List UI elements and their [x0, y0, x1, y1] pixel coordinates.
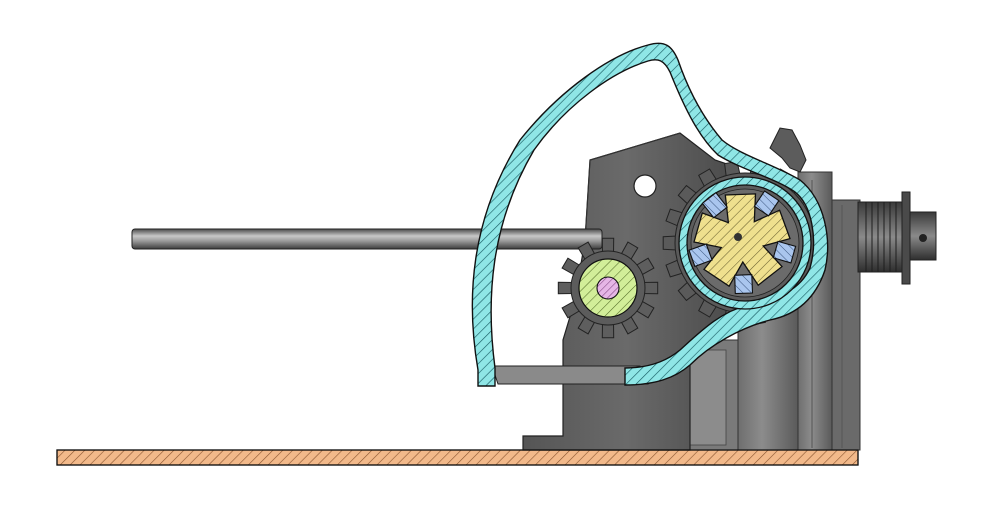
base-plate-outline — [56, 449, 859, 466]
vane — [734, 274, 754, 295]
pulley-teeth — [865, 202, 897, 272]
pulley — [857, 191, 937, 285]
vane — [772, 240, 797, 264]
guide-rod — [131, 228, 603, 250]
upper-gear-fragment — [769, 127, 807, 173]
rotor-body — [693, 193, 791, 288]
vane — [753, 190, 780, 217]
vane — [688, 243, 713, 268]
vanes — [688, 190, 797, 295]
vane — [701, 191, 728, 219]
pinion-gear — [557, 237, 659, 339]
cyan-housing — [471, 42, 829, 387]
pinion-shaft — [596, 276, 620, 300]
base-plate — [56, 449, 859, 466]
rotor-center — [734, 233, 742, 241]
